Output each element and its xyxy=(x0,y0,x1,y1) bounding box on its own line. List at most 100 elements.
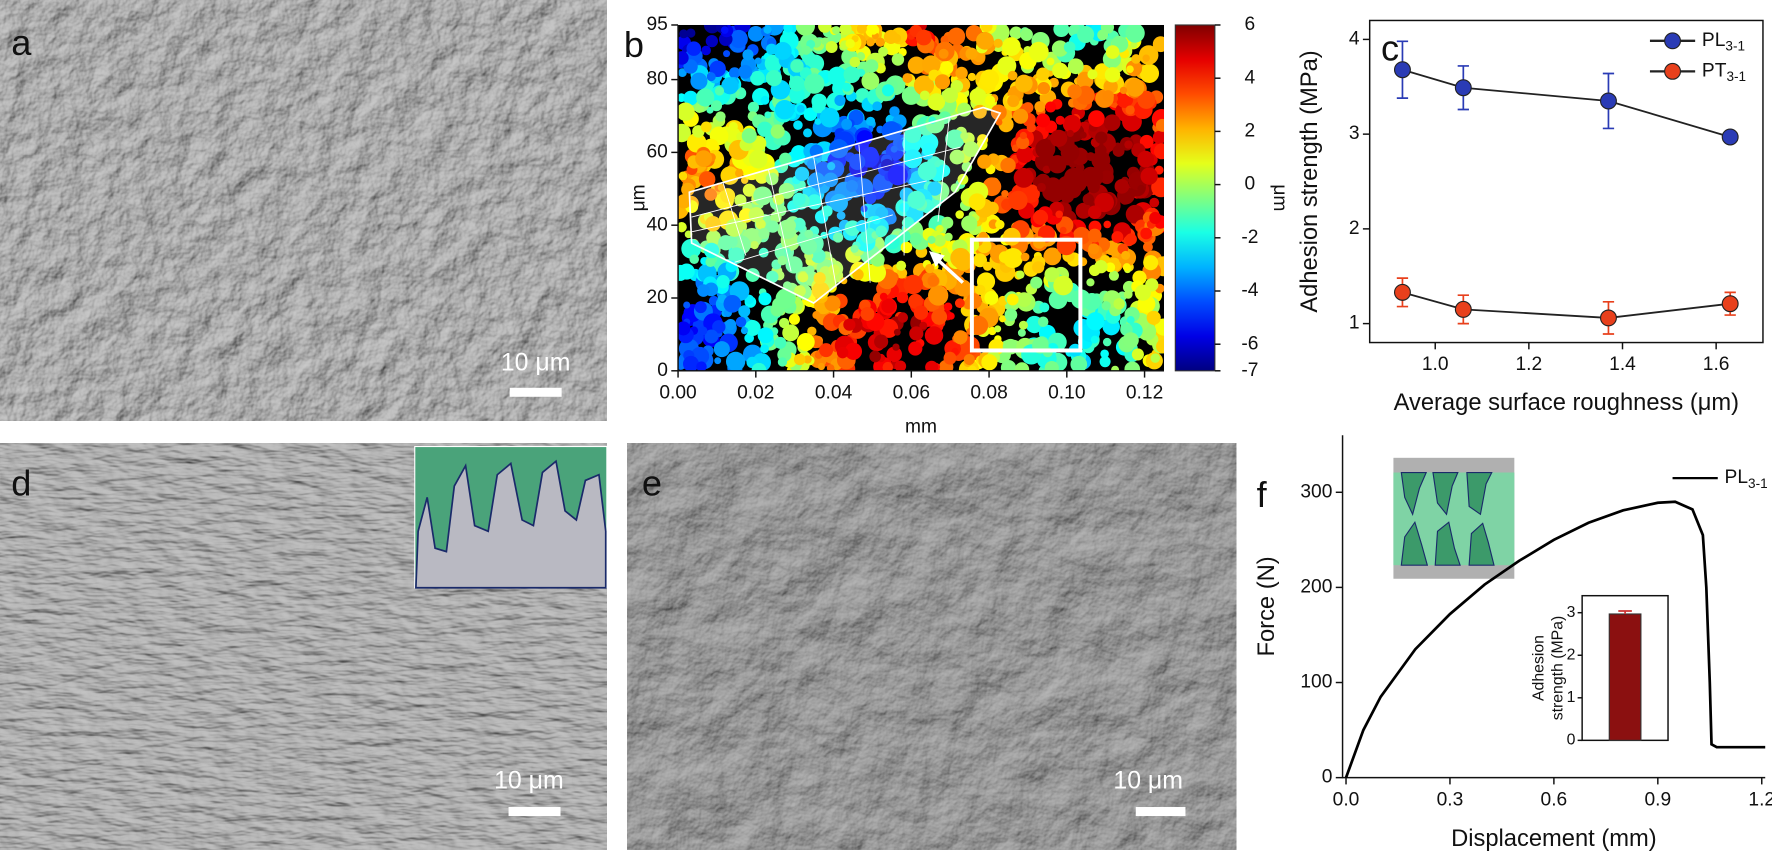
texture-dot xyxy=(712,320,726,334)
texture-dot xyxy=(728,247,745,264)
texture-dot xyxy=(757,327,774,344)
y-axis-label: μm xyxy=(629,184,650,211)
texture-dot xyxy=(907,56,926,74)
sem-image xyxy=(627,443,1237,850)
texture-dot xyxy=(856,51,866,61)
texture-dot xyxy=(1105,262,1116,273)
texture-dot xyxy=(1124,140,1133,149)
texture-dot xyxy=(792,217,806,231)
texture-dot xyxy=(807,326,817,336)
texture-dot xyxy=(998,117,1014,133)
texture-dot xyxy=(994,325,1002,333)
texture-dot xyxy=(812,311,821,320)
texture-dot xyxy=(796,104,805,113)
colorbar-tick-label: -6 xyxy=(1241,333,1258,354)
texture-dot xyxy=(747,25,764,42)
texture-dot xyxy=(787,86,805,104)
texture-dot xyxy=(1137,184,1145,193)
texture-dot xyxy=(678,263,695,280)
texture-dot xyxy=(843,318,856,331)
texture-dot xyxy=(1077,25,1095,44)
texture-dot xyxy=(902,73,913,84)
texture-dot xyxy=(1091,150,1111,170)
texture-dot xyxy=(764,54,783,73)
texture-dot xyxy=(950,183,960,193)
colorbar-label: μm xyxy=(1269,184,1290,211)
texture-dot xyxy=(758,227,770,240)
inset-y-tick-label: 1 xyxy=(1567,689,1576,706)
texture-dot xyxy=(728,67,741,79)
texture-dot xyxy=(1119,86,1128,95)
texture-dot xyxy=(1020,252,1030,262)
texture-dot xyxy=(1052,62,1068,79)
texture-dot xyxy=(706,230,721,245)
texture-dot xyxy=(683,59,698,74)
texture-dot xyxy=(981,354,998,371)
texture-dot xyxy=(921,55,941,74)
legend-subscript: 3-1 xyxy=(1748,475,1768,490)
texture-dot xyxy=(1131,54,1141,64)
legend-subscript: 3-1 xyxy=(1726,69,1746,84)
texture-dot xyxy=(795,24,815,36)
texture-dot xyxy=(834,94,846,107)
texture-dot xyxy=(715,111,726,122)
scale-bar xyxy=(508,807,561,817)
texture-dot xyxy=(866,262,887,283)
texture-dot xyxy=(704,188,718,201)
texture-dot xyxy=(943,302,953,311)
texture-dot xyxy=(909,326,924,341)
texture-dot xyxy=(852,268,864,281)
texture-dot xyxy=(744,319,761,336)
texture-dot xyxy=(894,360,907,371)
texture-dot xyxy=(993,38,1003,48)
texture-dot xyxy=(1102,337,1112,347)
texture-dot xyxy=(982,261,993,271)
texture-dot xyxy=(790,59,804,73)
texture-dot xyxy=(1007,70,1018,81)
texture-dot xyxy=(1086,312,1105,331)
texture-dot xyxy=(1006,293,1019,306)
texture-dot xyxy=(903,149,923,169)
texture-dot xyxy=(1103,79,1118,94)
texture-dot xyxy=(785,256,803,274)
texture-dot xyxy=(1067,58,1084,75)
texture-dot xyxy=(766,43,778,55)
texture-dot xyxy=(735,168,744,178)
texture-dot xyxy=(1039,302,1050,313)
texture-dot xyxy=(954,279,972,297)
texture-dot xyxy=(974,284,986,296)
panel-label: a xyxy=(11,22,32,63)
texture-dot xyxy=(1020,28,1033,41)
texture-dot xyxy=(925,263,935,274)
texture-dot xyxy=(792,192,806,206)
texture-dot xyxy=(760,344,769,354)
texture-dot xyxy=(764,111,772,119)
texture-dot xyxy=(801,45,811,55)
texture-dot xyxy=(976,31,994,50)
texture-dot xyxy=(896,267,908,279)
texture-dot xyxy=(1140,227,1153,240)
texture-dot xyxy=(850,244,859,253)
texture-dot xyxy=(1095,131,1108,144)
texture-dot xyxy=(915,29,932,46)
texture-dot xyxy=(842,82,852,92)
texture-dot xyxy=(864,192,877,205)
texture-dot xyxy=(892,343,900,351)
texture-dot xyxy=(936,225,944,233)
texture-dot xyxy=(863,146,879,162)
texture-dot xyxy=(896,291,909,304)
texture-dot xyxy=(849,56,861,68)
texture-dot xyxy=(927,181,942,196)
texture-dot xyxy=(866,38,875,47)
texture-dot xyxy=(1137,90,1156,109)
texture-dot xyxy=(908,293,924,309)
texture-dot xyxy=(1082,193,1095,206)
texture-dot xyxy=(1055,115,1065,125)
texture-dot xyxy=(985,95,996,106)
texture-dot xyxy=(1104,67,1121,83)
scale-bar xyxy=(509,387,562,397)
texture-dot xyxy=(995,118,1003,126)
texture-dot xyxy=(887,165,908,186)
texture-dot xyxy=(881,158,894,172)
